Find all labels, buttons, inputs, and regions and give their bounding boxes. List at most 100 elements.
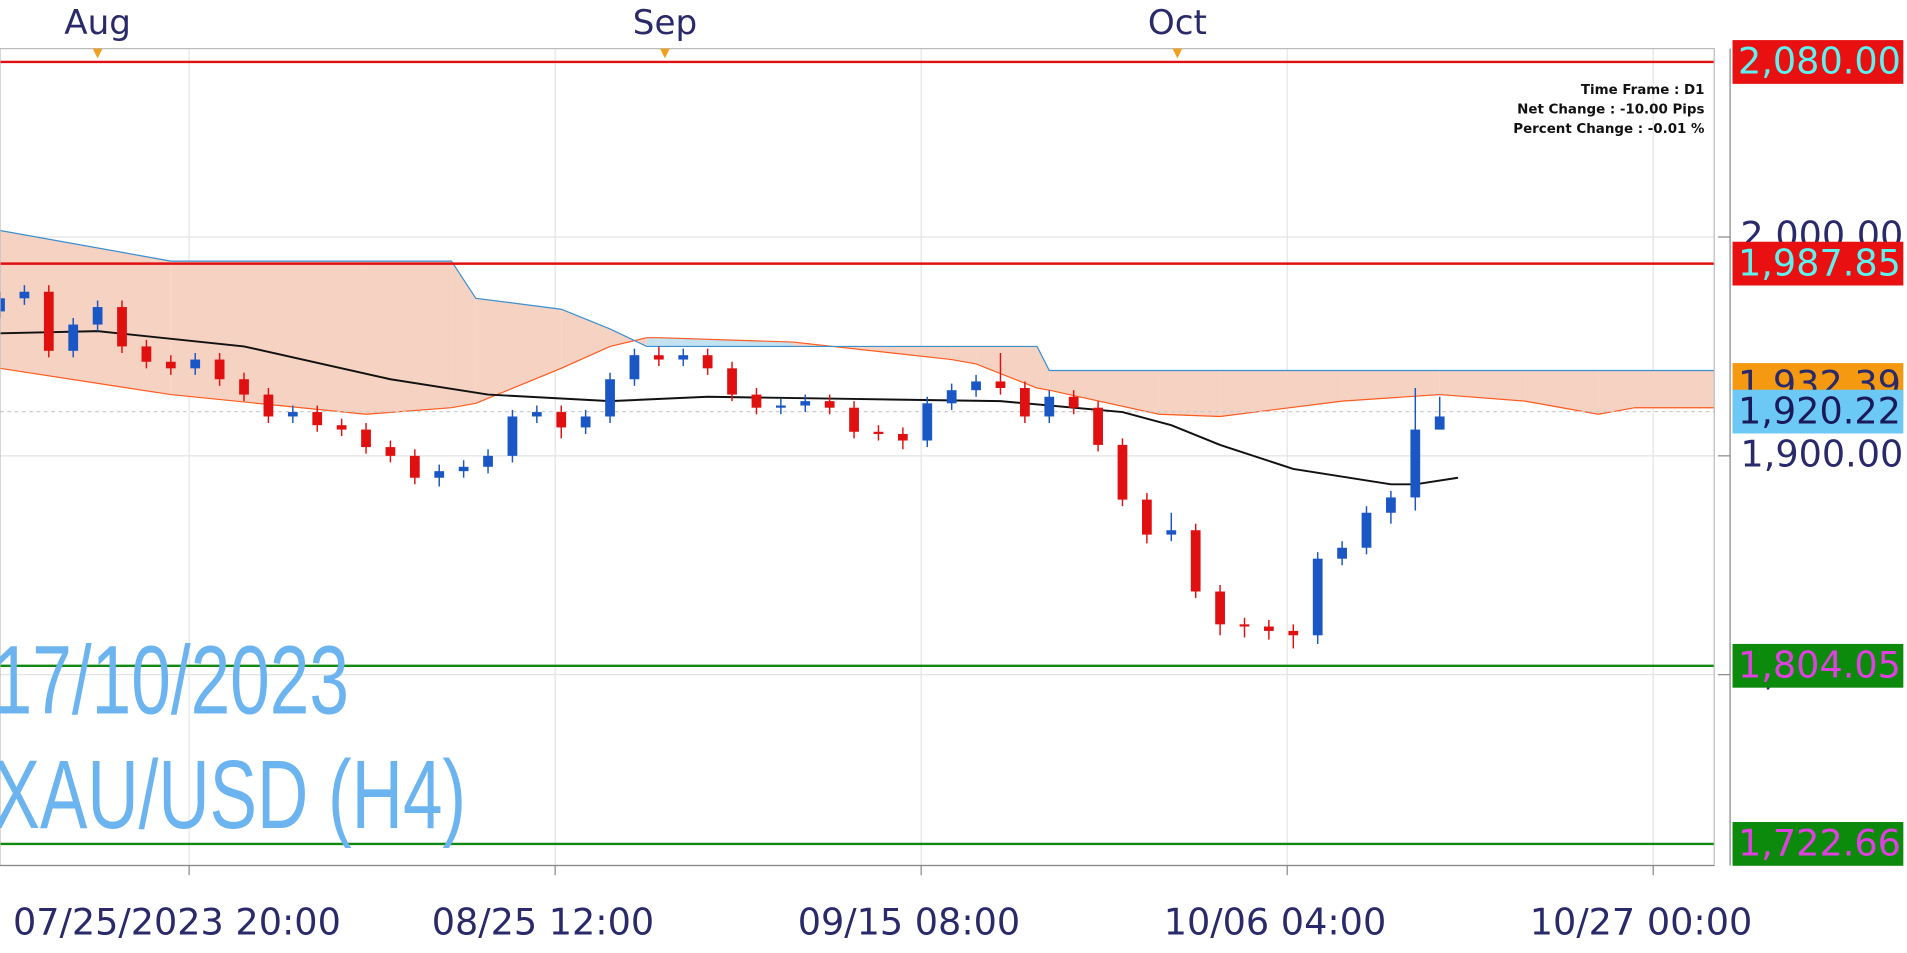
- candle-body: [653, 355, 664, 360]
- candle-body: [1068, 396, 1079, 408]
- candle-body: [1019, 388, 1030, 417]
- x-tick-label: 09/15 08:00: [798, 900, 1020, 943]
- candle-body: [190, 359, 201, 369]
- candle-body: [68, 324, 79, 351]
- cloud-fill: [1159, 370, 1221, 417]
- candle-body: [165, 361, 176, 369]
- candle-body: [531, 412, 542, 417]
- price-label: 1,804.05: [1738, 644, 1901, 687]
- candle-body: [1044, 396, 1055, 417]
- candle-body: [678, 355, 689, 360]
- cloud-fill: [951, 346, 977, 364]
- price-label-box: [1732, 389, 1904, 434]
- candle-body: [873, 431, 884, 434]
- candle-body: [995, 381, 1006, 389]
- candle-body: [1239, 624, 1250, 627]
- candle-body: [1166, 530, 1177, 535]
- candle-body: [580, 416, 591, 428]
- plot-area: Time Frame : D1 Net Change : -10.00 Pips P…: [0, 48, 1715, 866]
- candle-body: [434, 471, 445, 478]
- candle-body: [214, 359, 225, 380]
- candle-body: [800, 401, 811, 406]
- candle-body: [1337, 547, 1347, 559]
- candle-body: [824, 401, 835, 408]
- candle-body: [458, 466, 469, 472]
- candle-body: [702, 355, 713, 369]
- candle-body: [409, 455, 420, 478]
- candle-body: [92, 307, 103, 325]
- candle-body: [1093, 407, 1103, 445]
- candle-body: [117, 307, 127, 347]
- candle-body: [361, 429, 371, 448]
- candle-body: [239, 379, 249, 395]
- candle-body: [1410, 429, 1421, 498]
- price-label-box: [1732, 822, 1904, 866]
- cloud-fill: [1049, 370, 1160, 415]
- candle-body: [336, 425, 347, 430]
- candle-body: [312, 412, 323, 426]
- x-tick-label: 07/25/2023 20:00: [13, 900, 341, 943]
- cloud-fill: [1037, 346, 1050, 391]
- candle-body: [1288, 630, 1299, 636]
- month-label: Oct: [1148, 3, 1207, 43]
- cloud-span-a: [0, 337, 1715, 418]
- candle-body: [922, 403, 933, 441]
- candle-body: [1386, 497, 1396, 513]
- candle-body: [1264, 626, 1274, 631]
- watermark: XAU/USD (H4): [0, 740, 466, 849]
- x-tick-label: 08/25 12:00: [432, 900, 654, 943]
- watermark: 17/10/2023: [0, 626, 349, 735]
- candle-body: [1312, 558, 1323, 636]
- cloud-span-b: [0, 229, 1715, 372]
- price-label: 2,080.00: [1738, 40, 1901, 83]
- candle-body: [385, 447, 396, 456]
- x-tick-label: 10/27 00:00: [1530, 900, 1752, 943]
- price-label-box: [1732, 643, 1904, 688]
- candle-body: [1215, 591, 1225, 625]
- price-label: 1,722.66: [1738, 822, 1901, 865]
- cloud-fill: [1598, 370, 1635, 415]
- candle-body: [141, 346, 152, 362]
- candle-body: [19, 291, 30, 299]
- price-label: 1,920.22: [1738, 389, 1901, 432]
- candle-body: [1361, 512, 1372, 548]
- x-tick-label: 10/06 04:00: [1164, 900, 1386, 943]
- month-label: Aug: [64, 3, 131, 43]
- cloud-fill: [646, 337, 659, 347]
- candle-body: [287, 412, 298, 417]
- price-label: 1,987.85: [1738, 241, 1901, 284]
- candle-body: [1142, 499, 1152, 535]
- info-text: Net Change : -10.00 Pips: [1517, 102, 1704, 117]
- candle-body: [1190, 530, 1201, 592]
- candle-body: [263, 394, 274, 417]
- cloud-fill: [1439, 370, 1526, 402]
- candle-body: [556, 412, 567, 428]
- candle-body: [605, 379, 615, 417]
- candle-body: [507, 416, 518, 456]
- candle-body: [775, 405, 786, 408]
- cloud-fill: [451, 261, 476, 408]
- price-label-box: [1732, 241, 1904, 286]
- candle-body: [849, 407, 859, 432]
- cloud-fill: [1525, 370, 1599, 415]
- candle-body: [946, 390, 957, 404]
- candle-body: [1117, 444, 1128, 500]
- month-marker: [92, 48, 103, 59]
- candle-body: [629, 355, 640, 380]
- cloud-fill: [1634, 370, 1715, 408]
- cloud-fill: [1220, 370, 1343, 417]
- cloud-fill: [976, 346, 1038, 389]
- cloud-fill: [475, 298, 562, 404]
- candle-body: [727, 368, 737, 395]
- month-label: Sep: [633, 3, 697, 43]
- candle-body: [1434, 416, 1445, 430]
- cloud-fill: [658, 337, 794, 347]
- axes: 07/25/2023 20:00 08/25 12:00 09/15 08:00 10…: [13, 3, 1903, 943]
- cloud-fill: [366, 261, 452, 415]
- candle-body: [971, 381, 981, 391]
- info-text: Time Frame : D1: [1581, 83, 1705, 98]
- cloud-fill: [0, 230, 171, 395]
- candle-body: [43, 291, 54, 351]
